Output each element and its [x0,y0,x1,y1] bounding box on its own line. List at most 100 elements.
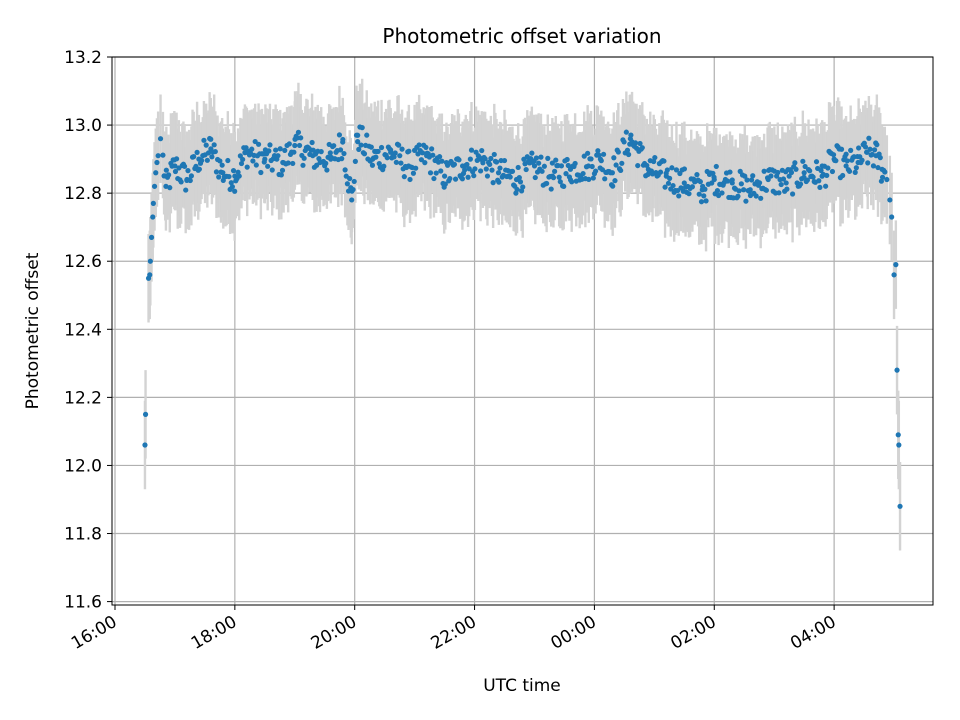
data-point [823,183,829,189]
data-point [558,163,565,169]
data-point [285,160,291,166]
data-point [430,152,436,158]
data-point [709,180,715,186]
data-point [618,167,624,174]
data-point [557,179,563,185]
data-point [539,168,545,174]
data-point [624,147,631,153]
data-point [635,162,641,169]
data-point [714,188,721,194]
data-point [804,177,810,183]
data-point [341,150,347,157]
data-point [249,146,255,152]
data-point [396,142,402,148]
data-point [188,173,195,179]
data-point [196,166,202,172]
data-point [153,170,159,176]
data-point [549,160,555,166]
data-point [874,142,880,148]
data-point [471,173,477,179]
data-point [877,155,883,161]
data-point [356,146,362,152]
data-point [472,166,478,172]
data-point [545,155,551,161]
data-point [406,148,412,154]
data-point [719,190,725,196]
data-point [676,193,682,199]
data-point [580,170,586,177]
data-point [154,159,160,166]
data-point [479,147,485,154]
data-point [838,146,845,152]
data-point [840,172,846,179]
data-point [331,143,337,149]
data-point [736,188,742,194]
chart-title: Photometric offset variation [382,24,661,48]
data-point [323,160,329,166]
data-point [741,187,747,193]
data-point [792,160,798,166]
data-point [797,181,804,187]
data-point [392,150,398,156]
data-point [523,166,529,173]
data-point [318,149,324,155]
data-point [569,179,575,185]
data-point [515,164,521,171]
data-point [553,157,559,163]
data-point [583,164,590,170]
data-point [466,166,472,172]
data-point [810,174,816,180]
data-point [183,187,189,193]
data-point [429,146,435,152]
data-point [865,160,871,166]
data-point [713,163,719,170]
data-point [277,146,283,152]
data-point [191,154,197,160]
data-point [478,168,484,174]
data-point [391,154,397,160]
data-point [442,181,448,187]
data-point [897,503,903,509]
data-point [891,272,897,278]
data-point [801,170,807,176]
data-point [652,154,658,161]
data-point [464,161,470,168]
data-point [864,149,870,155]
data-point [388,147,394,153]
data-point [895,432,901,438]
data-point [441,173,448,179]
data-point [871,147,878,153]
data-point [710,170,716,176]
data-point [353,132,360,138]
data-point [776,190,782,196]
data-point [150,214,156,220]
data-point [843,151,849,157]
data-point [267,142,273,148]
data-point [852,169,858,175]
data-point [626,151,632,158]
data-point [273,147,279,153]
y-tick-label: 13.0 [64,116,102,136]
data-point [532,174,538,181]
data-point [166,172,172,178]
data-point [565,162,571,169]
data-point [753,193,759,199]
data-point [163,167,169,173]
data-point [310,147,316,153]
data-point [875,164,881,171]
data-point [444,162,451,168]
data-point [572,160,578,167]
data-point [431,175,437,182]
data-point [694,172,700,178]
data-point [593,168,599,174]
data-point [848,147,854,153]
data-point [628,132,634,138]
data-point [219,162,225,168]
data-point [563,171,569,177]
data-point [218,169,224,175]
data-point [664,167,670,173]
data-point [393,159,399,165]
data-point [339,156,345,162]
data-point [452,176,459,182]
